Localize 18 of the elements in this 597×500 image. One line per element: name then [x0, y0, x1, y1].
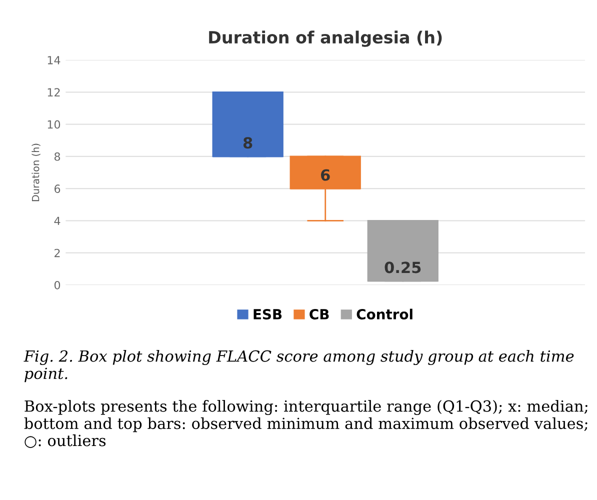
- text: 6: [321, 169, 330, 181]
- y-tick-label: 0: [54, 280, 60, 290]
- legend-label: ESB: [254, 308, 282, 320]
- text: Box-plots presents the following: interquartile range (Q1-Q3); x: median; bottom and top bars: observed minimum and maximum observed values; ○: outliers: [24, 400, 588, 448]
- legend-label: Control: [356, 308, 412, 320]
- y-tick-label: 14: [48, 56, 60, 64]
- y-tick-label: 4: [54, 216, 60, 225]
- y-tick-label: 10: [48, 120, 60, 129]
- y-tick-label: 2: [54, 248, 60, 258]
- text: 8: [243, 137, 252, 149]
- caption: Fig. 2. Box plot showing FLACC score among study group at each time point.: [24, 350, 574, 382]
- chart-title: Duration of analgesia (h): [209, 30, 442, 47]
- legend-label: CB: [310, 308, 329, 320]
- y-tick-label: 8: [54, 152, 60, 161]
- y-tick-label: 6: [54, 184, 60, 193]
- y-tick-label: 12: [48, 88, 60, 96]
- text: 0.25: [384, 262, 421, 274]
- y-axis-title: Duration (h): [32, 144, 40, 202]
